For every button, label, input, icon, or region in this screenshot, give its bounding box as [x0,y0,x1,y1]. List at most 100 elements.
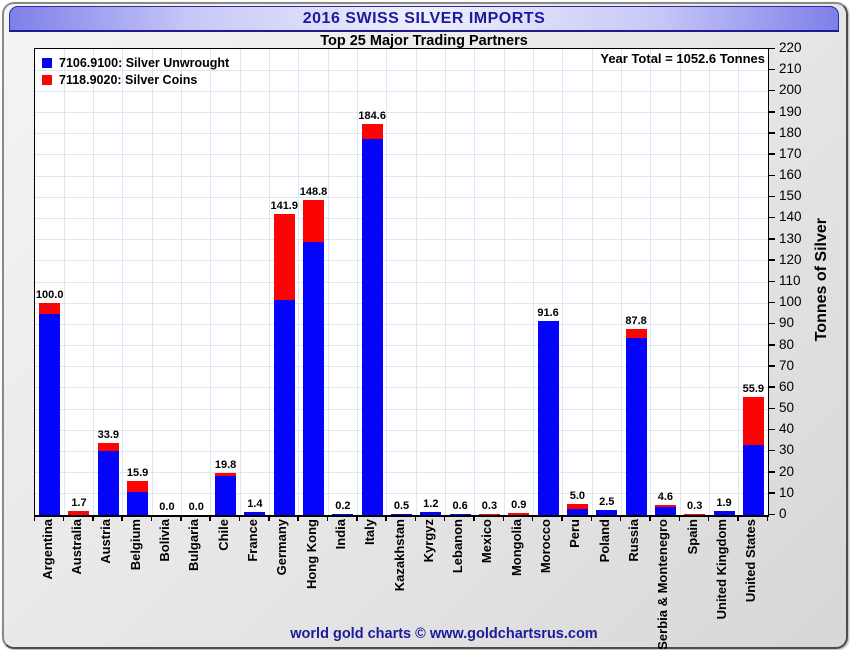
year-total-annotation: Year Total = 1052.6 Tonnes [600,51,765,66]
bar-value-label: 91.6 [537,306,559,319]
gridline-horizontal [35,345,768,347]
bar-segment-unwrought [713,510,735,515]
gridline-horizontal [35,429,768,431]
y-axis-tick-label: 60 [779,378,795,394]
bar-segment-coins [478,513,500,515]
x-axis-tick [356,516,358,521]
y-axis-tick [769,365,775,367]
bar-segment-unwrought [449,513,471,515]
y-axis-tick-label: 210 [779,61,802,77]
y-axis-tick-label: 120 [779,251,802,267]
gridline-vertical [298,49,300,515]
gridline-vertical [357,49,359,515]
gridline-vertical [562,49,564,515]
bar-segment-unwrought [39,313,61,515]
bar-segment-coins [273,214,295,301]
x-axis-label: Spain [684,519,700,555]
credit-footer: world gold charts © www.goldchartsrus.co… [290,626,598,642]
x-axis-tick [443,516,446,521]
bar-segment-unwrought [303,241,325,515]
x-axis-label: France [244,519,260,562]
y-axis-tick [769,407,775,410]
y-axis-tick-label: 70 [779,357,795,373]
bar-value-label: 0.6 [452,499,468,512]
y-axis-tick-label: 170 [779,145,802,161]
x-axis-label: Austria [98,519,114,564]
y-axis-tick [769,153,775,155]
bar-value-label: 0.3 [481,499,498,512]
bar-segment-coins [625,329,647,338]
y-axis-tick [769,174,775,177]
y-axis-tick-label: 180 [779,124,802,140]
x-axis-label: Germany [274,519,290,576]
gridline-vertical [532,49,534,515]
x-axis-tick [561,516,563,521]
bar-segment-coins [68,511,90,515]
y-axis-tick-label: 0 [779,506,787,521]
x-axis-tick [62,516,65,521]
bar-value-label: 15.9 [126,467,149,480]
legend-swatch-red-icon [42,74,52,85]
x-axis-label: United States [743,519,759,603]
gridline-vertical [503,49,505,515]
y-axis-tick-label: 100 [779,294,802,310]
bar-segment-coins [215,473,237,476]
gridline-horizontal [35,302,768,304]
bar-value-label: 0.9 [511,499,527,512]
x-axis-tick [531,516,534,521]
x-axis-label: Poland [596,519,612,563]
gridline-vertical [650,49,652,515]
x-axis-label: Hong Kong [303,519,319,590]
bar-value-label: 0.2 [335,500,351,512]
bar-segment-coins [361,124,383,139]
gridline-vertical [93,49,95,515]
legend-item-coins: 7118.9020: Silver Coins [42,71,229,88]
bar-value-label: 4.6 [657,491,674,504]
x-axis-label: Belgium [127,519,143,571]
x-axis-tick [297,516,299,521]
x-axis-tick [150,516,153,521]
gridline-horizontal [35,217,768,219]
y-axis-tick [769,47,775,49]
bar-segment-unwrought [361,138,383,515]
x-axis-tick [326,516,329,521]
x-axis-tick [33,516,35,521]
x-axis-tick [209,516,211,521]
gridline-horizontal [35,493,768,495]
y-axis-tick [769,280,775,282]
gridline-horizontal [35,133,768,135]
y-axis-tick [769,68,775,71]
y-axis-tick-label: 150 [779,188,802,204]
gridline-vertical [474,49,476,515]
x-axis-label: Lebanon [450,519,466,574]
legend-item-unwrought: 7106.9100: Silver Unwrought [42,54,229,71]
gridline-vertical [239,49,241,515]
plot-area: 100.0 1.7 33.9 15.9 0.0 0.0 19.8 1.4 141.9 148.8 0… [34,48,769,517]
gridline-horizontal [35,323,768,325]
y-axis-tick-label: 200 [779,82,802,98]
x-axis-label: Mongolia [508,519,524,577]
x-axis-label: Argentina [39,519,55,580]
y-axis-tick-label: 110 [779,273,801,288]
page-title: 2016 SWISS SILVER IMPORTS [302,9,546,27]
gridline-vertical [738,49,740,515]
bar-value-label: 1.4 [247,498,263,511]
x-axis-label: Morocco [538,519,554,574]
y-axis-tick [769,132,775,134]
bar-segment-unwrought [566,509,588,515]
bar-value-label: 5.0 [569,490,586,503]
y-axis-tick-label: 90 [779,315,795,331]
gridline-vertical [679,49,681,515]
y-axis-tick-label: 140 [779,209,802,225]
gridline-horizontal [35,239,768,241]
bar-segment-unwrought [596,509,618,515]
bar-value-label: 0.0 [159,501,175,513]
x-axis-label: Peru [567,519,583,548]
bar-value-label: 0.0 [188,501,204,513]
y-axis-tick-label: 190 [779,103,802,119]
x-axis-label: Kazakhstan [391,519,407,592]
bar-segment-unwrought [97,451,119,515]
x-axis-tick [766,516,768,521]
